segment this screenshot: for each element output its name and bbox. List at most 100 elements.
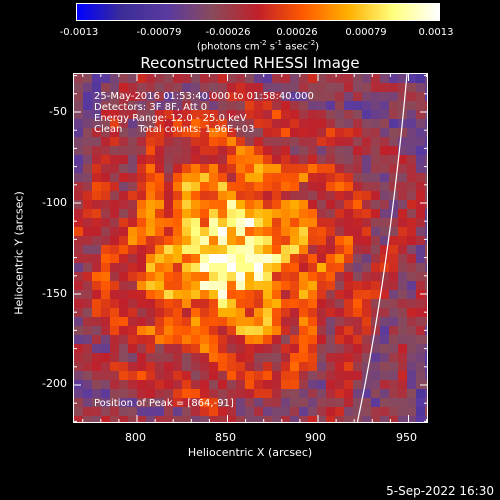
image-pixel — [380, 182, 390, 192]
image-pixel — [182, 164, 192, 174]
image-pixel — [407, 281, 417, 291]
image-pixel — [362, 290, 372, 300]
image-pixel — [218, 137, 228, 147]
image-pixel — [128, 389, 138, 399]
image-pixel — [119, 110, 129, 120]
image-pixel — [380, 155, 390, 165]
image-pixel — [272, 371, 282, 381]
image-pixel — [146, 272, 156, 282]
image-pixel — [326, 182, 336, 192]
image-pixel — [173, 407, 183, 417]
image-pixel — [344, 173, 354, 183]
image-pixel — [146, 290, 156, 300]
image-pixel — [173, 128, 183, 138]
image-pixel — [398, 353, 408, 363]
image-pixel — [137, 236, 147, 246]
image-pixel — [155, 218, 165, 228]
image-pixel — [407, 254, 417, 264]
image-pixel — [128, 281, 138, 291]
image-pixel — [227, 398, 237, 408]
image-pixel — [326, 146, 336, 156]
image-pixel — [182, 380, 192, 390]
image-pixel — [218, 182, 228, 192]
image-pixel — [344, 164, 354, 174]
image-pixel — [101, 182, 111, 192]
image-pixel — [389, 380, 399, 390]
image-pixel — [281, 326, 291, 336]
image-pixel — [281, 146, 291, 156]
image-pixel — [146, 119, 156, 129]
image-pixel — [164, 209, 174, 219]
plot-title: Reconstructed RHESSI Image — [140, 54, 360, 72]
image-pixel — [308, 254, 318, 264]
image-pixel — [263, 398, 273, 408]
image-pixel — [416, 290, 426, 300]
image-pixel — [344, 407, 354, 417]
image-pixel — [254, 119, 264, 129]
image-pixel — [335, 344, 345, 354]
image-pixel — [227, 317, 237, 327]
image-pixel — [425, 263, 427, 273]
image-pixel — [362, 218, 372, 228]
image-pixel — [137, 146, 147, 156]
image-pixel — [371, 398, 381, 408]
image-pixel — [299, 362, 309, 372]
image-pixel — [173, 200, 183, 210]
image-pixel — [128, 128, 138, 138]
image-pixel — [110, 326, 120, 336]
image-pixel — [308, 137, 318, 147]
image-pixel — [290, 326, 300, 336]
image-pixel — [371, 92, 381, 102]
image-pixel — [407, 416, 417, 422]
image-pixel — [191, 200, 201, 210]
image-pixel — [110, 101, 120, 111]
image-pixel — [110, 227, 120, 237]
image-pixel — [353, 146, 363, 156]
image-pixel — [362, 335, 372, 345]
image-pixel — [128, 119, 138, 129]
image-pixel — [236, 200, 246, 210]
image-pixel — [209, 182, 219, 192]
image-pixel — [344, 191, 354, 201]
image-pixel — [425, 137, 427, 147]
image-pixel — [281, 308, 291, 318]
image-pixel — [92, 146, 102, 156]
image-pixel — [389, 362, 399, 372]
image-pixel — [326, 353, 336, 363]
image-pixel — [146, 263, 156, 273]
image-pixel — [407, 335, 417, 345]
image-pixel — [263, 317, 273, 327]
image-pixel — [74, 299, 84, 309]
image-pixel — [272, 290, 282, 300]
image-pixel — [155, 245, 165, 255]
image-pixel — [299, 128, 309, 138]
image-pixel — [299, 164, 309, 174]
image-pixel — [137, 209, 147, 219]
image-pixel — [164, 344, 174, 354]
image-pixel — [182, 74, 192, 84]
image-pixel — [146, 299, 156, 309]
image-pixel — [371, 299, 381, 309]
image-pixel — [425, 335, 427, 345]
image-pixel — [425, 83, 427, 93]
image-pixel — [263, 191, 273, 201]
image-pixel — [137, 308, 147, 318]
image-pixel — [218, 272, 228, 282]
image-pixel — [218, 245, 228, 255]
image-pixel — [398, 362, 408, 372]
image-pixel — [209, 110, 219, 120]
image-pixel — [218, 173, 228, 183]
image-pixel — [200, 200, 210, 210]
image-pixel — [398, 380, 408, 390]
image-pixel — [407, 308, 417, 318]
image-pixel — [254, 389, 264, 399]
image-pixel — [299, 254, 309, 264]
image-pixel — [191, 308, 201, 318]
image-pixel — [326, 245, 336, 255]
image-pixel — [227, 92, 237, 102]
image-pixel — [308, 272, 318, 282]
image-pixel — [146, 389, 156, 399]
y-axis-label: Heliocentric Y (arcsec) — [12, 191, 26, 315]
image-pixel — [110, 254, 120, 264]
image-pixel — [425, 110, 427, 120]
